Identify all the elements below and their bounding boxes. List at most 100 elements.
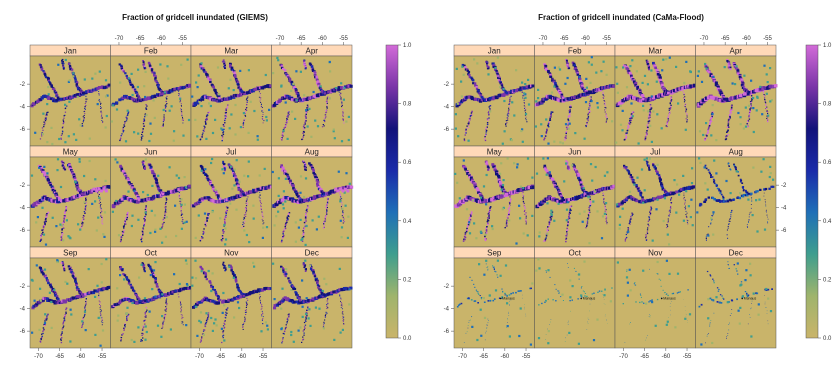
inundation-cell xyxy=(84,113,86,115)
inundation-cell xyxy=(292,288,295,291)
inundation-cell xyxy=(132,86,135,89)
inundation-cell xyxy=(261,116,263,118)
inundation-cell xyxy=(63,268,65,271)
inundation-cell xyxy=(332,130,335,133)
inundation-cell xyxy=(574,67,577,71)
inundation-cell xyxy=(236,179,239,182)
inundation-cell xyxy=(224,314,227,316)
inundation-cell xyxy=(294,221,297,224)
inundation-cell xyxy=(207,212,209,214)
inundation-cell xyxy=(507,117,509,119)
inundation-cell xyxy=(42,330,44,332)
inundation-cells xyxy=(111,158,192,244)
inundation-cell xyxy=(230,113,233,116)
inundation-cell xyxy=(207,78,211,81)
inundation-cell xyxy=(245,209,248,211)
inundation-cell xyxy=(74,181,77,184)
inundation-cell xyxy=(553,140,556,143)
inundation-cell xyxy=(304,168,306,171)
inundation-cell xyxy=(315,228,318,231)
inundation-cell xyxy=(101,116,103,118)
inundation-cell xyxy=(266,328,269,331)
inundation-cell xyxy=(280,65,284,68)
inundation-cell xyxy=(286,322,288,324)
inundation-cell xyxy=(207,217,209,219)
inundation-cell xyxy=(649,124,652,127)
inundation-cell xyxy=(163,91,166,94)
inundation-cell xyxy=(141,334,143,336)
inundation-cell xyxy=(485,134,487,136)
inundation-cell xyxy=(211,288,215,291)
inundation-cell xyxy=(201,237,203,239)
inundation-cell xyxy=(61,229,63,231)
inundation-cell xyxy=(144,312,146,314)
inundation-cell xyxy=(245,307,247,308)
inundation-cell xyxy=(232,169,235,172)
inundation-cell xyxy=(122,171,126,174)
inundation-cell xyxy=(53,300,57,303)
inundation-cell xyxy=(340,302,342,303)
inundation-cell xyxy=(182,134,185,137)
inundation-cell xyxy=(586,118,588,120)
inundation-cell xyxy=(136,298,139,301)
inundation-cell xyxy=(64,280,67,283)
inundation-cell xyxy=(341,312,343,314)
inundation-cell xyxy=(200,136,203,138)
inundation-cell xyxy=(82,222,84,224)
inundation-cell xyxy=(222,172,225,175)
inundation-cell xyxy=(226,106,228,108)
inundation-cell xyxy=(185,262,188,265)
inundation-cell xyxy=(322,327,325,330)
inundation-cell xyxy=(164,206,166,208)
inundation-cell xyxy=(122,128,124,130)
inundation-cell xyxy=(648,120,651,122)
inundation-cell xyxy=(110,120,113,123)
inundation-cell xyxy=(342,211,344,213)
inundation-cell xyxy=(324,219,327,221)
inundation-cell xyxy=(47,179,50,182)
inundation-cell xyxy=(287,219,289,221)
inundation-cell xyxy=(119,138,121,140)
inundation-cell xyxy=(44,120,47,122)
inundation-cell xyxy=(281,340,284,342)
inundation-cell xyxy=(667,120,669,122)
inundation-cell xyxy=(119,274,122,277)
inundation-cell xyxy=(148,310,151,313)
inundation-cell xyxy=(637,142,640,145)
inundation-cell xyxy=(586,122,588,124)
inundation-cell xyxy=(83,211,85,213)
inundation-cell xyxy=(626,132,628,134)
inundation-cell xyxy=(67,80,70,83)
inundation-cell xyxy=(164,216,166,218)
inundation-cell xyxy=(629,65,632,68)
inundation-cell xyxy=(316,93,321,97)
inundation-cell xyxy=(230,168,234,171)
inundation-cell xyxy=(47,97,51,100)
inundation-cell xyxy=(204,223,206,226)
colorbar-tick-label: 0.0 xyxy=(403,336,412,342)
inundation-cell xyxy=(41,298,45,302)
inundation-cell xyxy=(252,261,255,264)
inundation-cell xyxy=(644,137,647,140)
inundation-cell xyxy=(164,210,167,212)
inundation-cell xyxy=(245,205,248,207)
inundation-cell xyxy=(128,78,131,81)
inundation-cell xyxy=(576,73,580,76)
inundation-cell xyxy=(545,68,548,71)
inundation-cell xyxy=(85,302,87,304)
inundation-cell xyxy=(465,128,467,130)
inundation-cell xyxy=(45,277,48,280)
inundation-cell xyxy=(204,325,207,328)
inundation-cell xyxy=(246,100,249,102)
inundation-cell xyxy=(65,208,68,211)
inundation-cell xyxy=(605,120,607,122)
inundation-cell xyxy=(301,305,304,308)
inundation-cell xyxy=(204,272,207,275)
inundation-cell xyxy=(39,165,42,169)
inundation-cell xyxy=(202,272,206,275)
inundation-cell xyxy=(302,128,305,130)
inundation-cell xyxy=(151,171,154,175)
inundation-cell xyxy=(565,135,567,137)
inundation-cell xyxy=(180,210,182,212)
inundation-cell xyxy=(211,285,214,288)
